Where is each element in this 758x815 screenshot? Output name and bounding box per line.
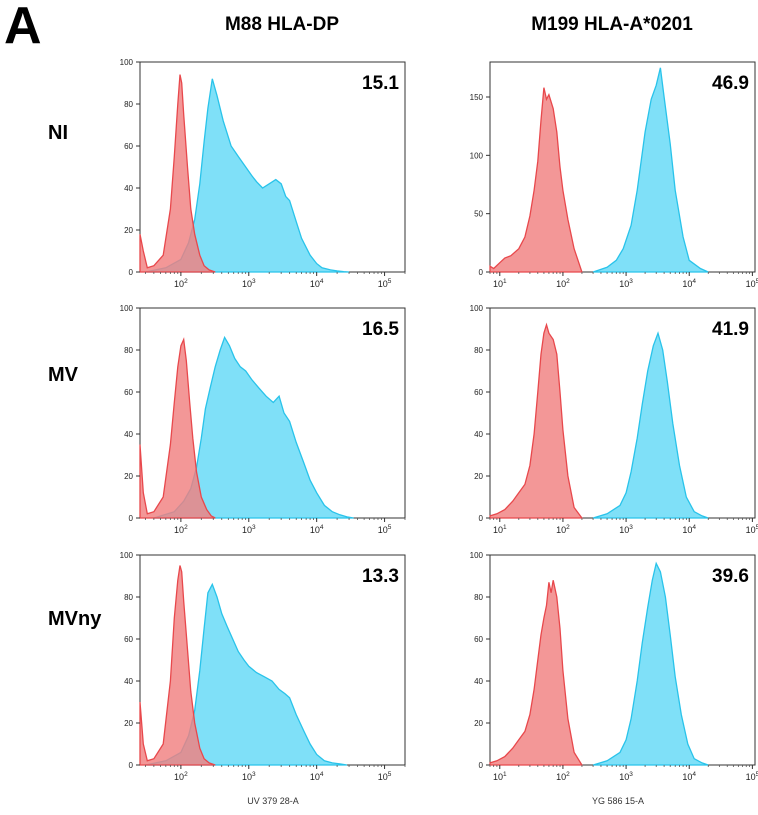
x-tick-label: 104 — [682, 771, 696, 782]
histogram-ni-m88: 0 20 40 60 80 100 102 103 104 105 15.1 — [120, 58, 406, 294]
y-tick-label: 20 — [474, 472, 483, 481]
y-tick-label: 40 — [124, 677, 133, 686]
y-tick-label: 100 — [470, 304, 484, 313]
x-tick-label: 103 — [619, 771, 633, 782]
control-histogram — [489, 322, 584, 519]
x-tick-label: 104 — [310, 278, 324, 289]
row-label-mvny: MVny — [48, 608, 102, 630]
histogram-svg: 0 20 40 60 80 100 101 102 103 104 105 39.6 — [470, 551, 758, 782]
y-tick-label: 20 — [124, 472, 133, 481]
y-tick-label: 150 — [470, 93, 484, 102]
x-tick-label: 102 — [556, 278, 570, 289]
x-tick-label: 102 — [556, 524, 570, 535]
y-tick-label: 60 — [124, 142, 133, 151]
x-tick-label: 105 — [746, 771, 758, 782]
control-histogram — [139, 337, 216, 519]
x-tick-label: 103 — [619, 278, 633, 289]
y-tick-label: 0 — [479, 761, 484, 770]
control-histogram — [139, 74, 216, 273]
x-tick-label: 102 — [174, 524, 188, 535]
y-tick-label: 60 — [474, 388, 483, 397]
y-tick-label: 80 — [124, 593, 133, 602]
y-tick-label: 20 — [474, 719, 483, 728]
y-tick-label: 100 — [120, 58, 134, 67]
percentage-annotation: 46.9 — [712, 73, 749, 94]
x-tick-label: 103 — [242, 524, 256, 535]
y-tick-label: 100 — [120, 551, 134, 560]
x-tick-label: 102 — [174, 771, 188, 782]
histogram-mv-m199: 0 20 40 60 80 100 101 102 103 104 105 41.9 — [470, 304, 758, 540]
x-tick-label: 102 — [556, 771, 570, 782]
y-tick-label: 40 — [124, 184, 133, 193]
percentage-annotation: 13.3 — [362, 566, 399, 587]
y-tick-label: 80 — [474, 346, 483, 355]
y-tick-label: 0 — [479, 268, 484, 277]
y-tick-label: 40 — [474, 430, 483, 439]
y-tick-label: 100 — [120, 304, 134, 313]
histogram-ni-m199: 0 50 100 150 101 102 103 104 105 46.9 — [470, 61, 758, 294]
x-axis-label-left: UV 379 28-A — [247, 796, 299, 806]
y-tick-label: 40 — [124, 430, 133, 439]
histogram-svg: 0 50 100 150 101 102 103 104 105 46.9 — [470, 61, 758, 289]
x-tick-label: 103 — [242, 771, 256, 782]
row-label-ni: NI — [48, 122, 68, 144]
y-tick-label: 100 — [470, 551, 484, 560]
sample-histogram — [592, 67, 709, 273]
panel-letter: A — [4, 0, 42, 55]
x-tick-label: 105 — [746, 278, 758, 289]
row-label-mv: MV — [48, 364, 78, 386]
y-tick-label: 0 — [479, 514, 484, 523]
x-tick-label: 104 — [682, 524, 696, 535]
control-histogram — [489, 580, 584, 766]
histogram-mv-m88: 0 20 40 60 80 100 102 103 104 105 16.5 — [120, 304, 406, 540]
histogram-svg: 0 20 40 60 80 100 102 103 104 105 16.5 — [120, 304, 406, 535]
column-title-m88: M88 HLA-DP — [224, 14, 339, 35]
y-tick-label: 60 — [124, 635, 133, 644]
x-tick-label: 105 — [378, 278, 392, 289]
column-title-m199: M199 HLA-A*0201 — [531, 14, 693, 35]
y-tick-label: 80 — [474, 593, 483, 602]
percentage-annotation: 39.6 — [712, 566, 749, 587]
x-tick-label: 103 — [242, 278, 256, 289]
x-tick-label: 105 — [378, 771, 392, 782]
y-tick-label: 60 — [124, 388, 133, 397]
control-histogram — [139, 565, 216, 766]
x-axis-label-right: YG 586 15-A — [591, 796, 645, 806]
y-tick-label: 0 — [129, 514, 134, 523]
percentage-annotation: 41.9 — [712, 319, 749, 340]
percentage-annotation: 15.1 — [362, 73, 399, 94]
y-tick-label: 0 — [129, 268, 134, 277]
y-tick-label: 20 — [124, 226, 133, 235]
sample-histogram — [592, 331, 709, 519]
y-tick-label: 100 — [470, 151, 484, 160]
sample-histogram — [153, 335, 354, 519]
y-tick-label: 20 — [124, 719, 133, 728]
x-tick-label: 104 — [310, 524, 324, 535]
x-tick-label: 103 — [619, 524, 633, 535]
sample-histogram — [592, 561, 709, 766]
x-tick-label: 104 — [310, 771, 324, 782]
histogram-svg: 0 20 40 60 80 100 102 103 104 105 13.3 — [120, 551, 406, 782]
histogram-svg: 0 20 40 60 80 100 101 102 103 104 105 41.9 — [470, 304, 758, 535]
control-histogram — [489, 87, 583, 273]
x-tick-label: 101 — [493, 524, 507, 535]
sample-histogram — [145, 78, 350, 273]
x-tick-label: 104 — [682, 278, 696, 289]
y-tick-label: 60 — [474, 635, 483, 644]
sample-histogram — [145, 582, 348, 766]
y-tick-label: 0 — [129, 761, 134, 770]
x-tick-label: 105 — [746, 524, 758, 535]
x-tick-label: 101 — [493, 278, 507, 289]
histogram-mvny-m88: 0 20 40 60 80 100 102 103 104 105 13.3 — [120, 551, 406, 787]
y-tick-label: 80 — [124, 346, 133, 355]
x-tick-label: 101 — [493, 771, 507, 782]
y-tick-label: 80 — [124, 100, 133, 109]
x-tick-label: 102 — [174, 278, 188, 289]
y-tick-label: 40 — [474, 677, 483, 686]
histogram-mvny-m199: 0 20 40 60 80 100 101 102 103 104 105 39.6 — [470, 551, 758, 787]
x-tick-label: 105 — [378, 524, 392, 535]
percentage-annotation: 16.5 — [362, 319, 399, 340]
histogram-svg: 0 20 40 60 80 100 102 103 104 105 15.1 — [120, 58, 406, 289]
y-tick-label: 50 — [474, 210, 483, 219]
